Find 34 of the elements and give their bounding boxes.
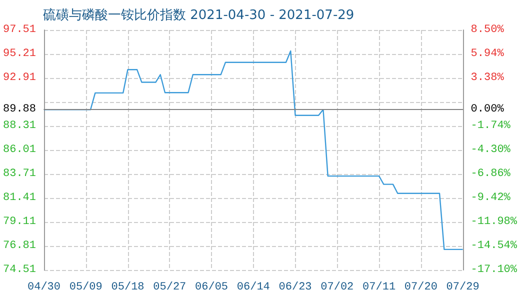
y-tick-label: 92.91 (2, 72, 36, 84)
y2-tick-label: -11.98% (470, 216, 518, 228)
x-tick-label: 05/18 (111, 282, 144, 294)
x-tick-label: 06/05 (195, 282, 228, 294)
y-tick-label: 97.51 (2, 24, 36, 36)
y-tick-label: 95.21 (2, 48, 36, 60)
y2-tick-label: 0.00% (470, 104, 504, 116)
y2-tick-label: -14.54% (470, 240, 518, 252)
y2-tick-label: -1.74% (470, 120, 511, 132)
x-tick-label: 04/30 (28, 282, 61, 294)
x-tick-label: 07/02 (320, 282, 354, 294)
y-tick-label: 83.71 (2, 168, 36, 180)
y2-tick-label: -4.30% (470, 144, 511, 156)
chart-title: 硫磺与磷酸一铵比价指数 2021-04-30 - 2021-07-29 (43, 8, 354, 23)
x-tick-label: 05/09 (69, 282, 102, 294)
x-tick-label: 07/29 (446, 282, 480, 294)
y-tick-label: 86.01 (2, 144, 36, 156)
y-tick-label: 89.88 (2, 104, 36, 116)
y-tick-label: 74.51 (2, 264, 36, 276)
y2-tick-label: -6.86% (470, 168, 511, 180)
y2-tick-label: -17.10% (470, 264, 518, 276)
y-tick-label: 88.31 (2, 120, 36, 132)
y-tick-label: 76.81 (2, 240, 36, 252)
y-tick-label: 81.41 (2, 192, 36, 204)
y-tick-label: 79.11 (2, 216, 36, 228)
y2-tick-label: 3.38% (470, 72, 504, 84)
x-tick-label: 05/27 (153, 282, 186, 294)
x-tick-label: 07/20 (404, 282, 438, 294)
y2-tick-label: 5.94% (470, 48, 504, 60)
x-tick-label: 07/11 (362, 282, 396, 294)
y2-tick-label: 8.50% (470, 24, 504, 36)
x-tick-label: 06/14 (236, 282, 270, 294)
x-tick-label: 06/23 (278, 282, 312, 294)
y2-tick-label: -9.42% (470, 192, 511, 204)
